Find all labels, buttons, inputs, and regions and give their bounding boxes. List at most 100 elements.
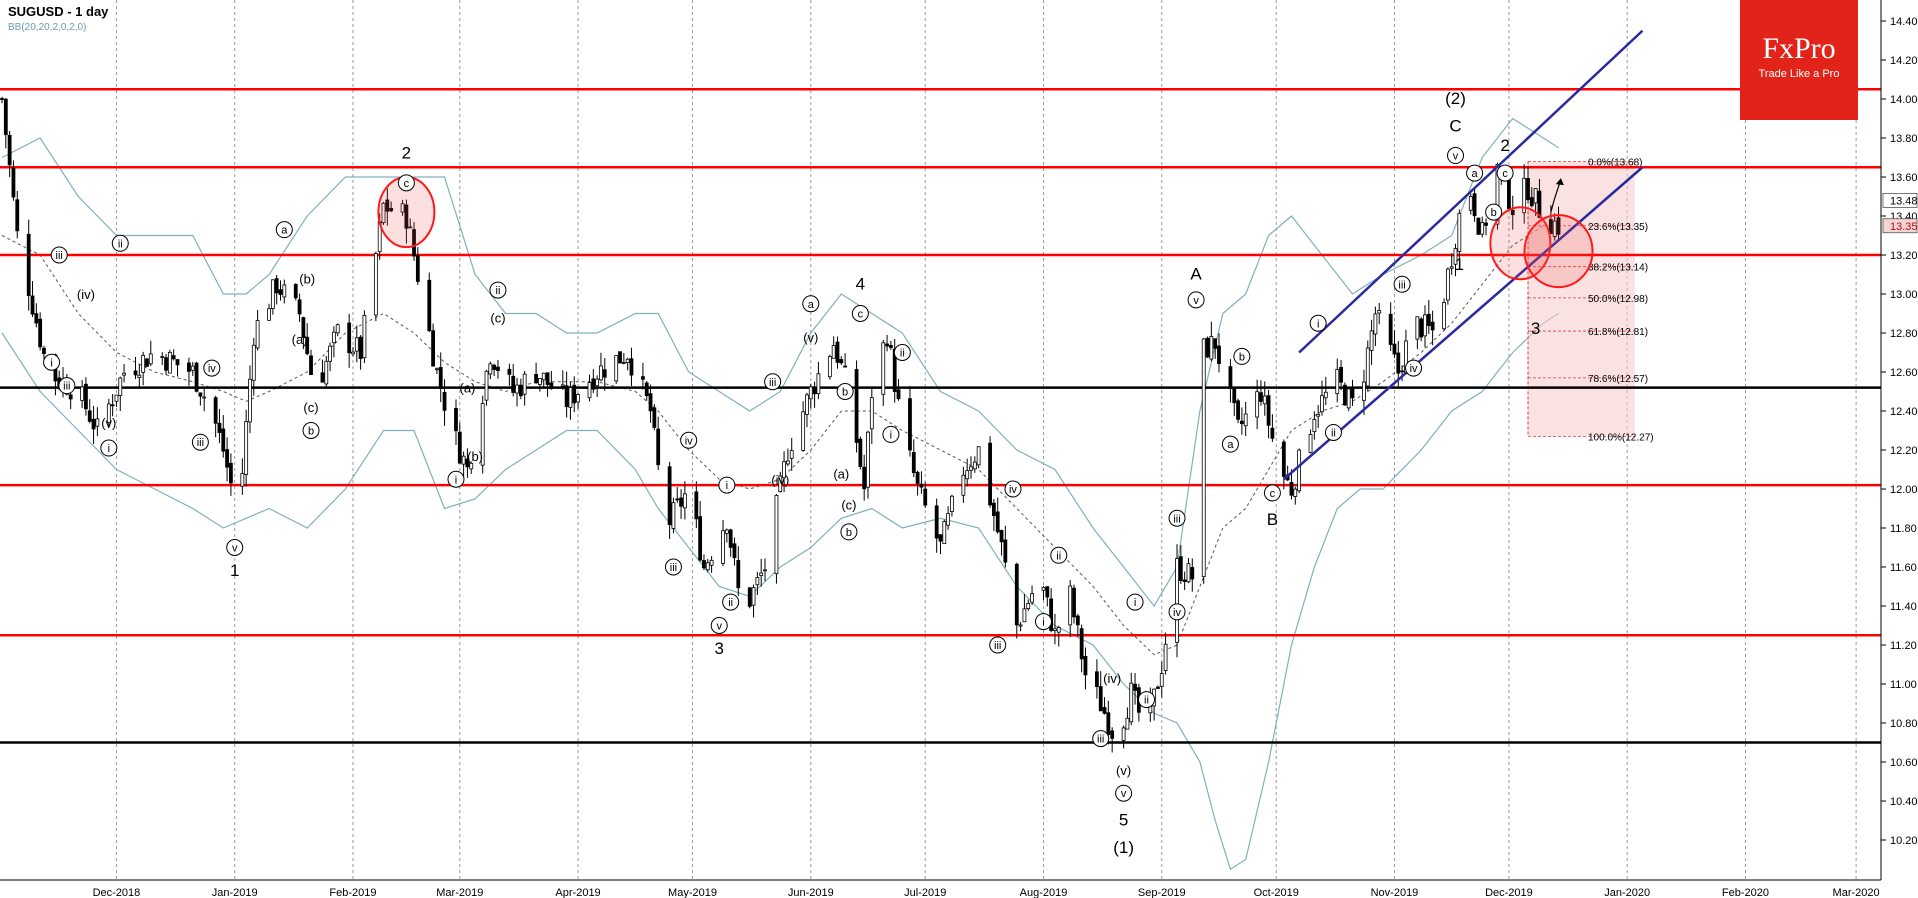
candle-body [469,462,474,470]
price-channel [1283,29,1644,481]
candle-body [240,473,245,487]
candle-body [1049,598,1054,631]
candle-body [133,370,138,376]
candle-body [648,393,653,412]
wave-label-circle [203,359,221,377]
fibonacci-level-label: 0.0%(13.68) [1588,157,1642,168]
candle-body [431,330,435,367]
candle-body [1457,213,1462,252]
candle-body [1121,727,1126,741]
candle-body [1095,671,1099,688]
wave-label-circle [489,281,507,299]
candle-body [950,495,954,512]
fibonacci-level-label: 50.0%(12.98) [1588,294,1648,305]
candle-body [675,498,680,501]
candle-body [545,372,550,385]
projection-arrow-head [1555,178,1564,186]
fibonacci-zone [1528,161,1635,437]
candle-body [866,431,870,488]
candle-body [652,407,657,428]
candle-body [576,394,580,403]
month-tick-label: May-2019 [668,887,717,898]
candle-body [763,569,767,572]
wave-label: ii [118,238,123,250]
wave-label: (v) [1116,763,1131,778]
candle-body [1335,369,1340,395]
wave-label: ii [1331,427,1336,439]
candle-body [667,466,672,525]
candle-body [1243,413,1248,427]
wave-label-circle [43,353,61,371]
candle-body [732,543,737,559]
candle-body [141,355,146,373]
candle-body [709,559,714,566]
candle-body [1110,730,1115,739]
wave-label: (iv) [771,472,789,487]
candle-body [919,483,924,488]
candle-body [221,428,226,452]
wave-label: iv [1410,363,1418,375]
candle-body [332,331,336,344]
wave-label-circle [1092,730,1110,748]
candle-body [1201,338,1206,578]
wave-label-circle [1034,613,1052,631]
wave-label: (1) [1113,838,1134,857]
candle-body [538,378,542,385]
candle-body [110,404,115,407]
candle-body [1350,387,1355,399]
candle-body [324,360,329,385]
candle-body [11,167,16,198]
candle-body [976,446,981,466]
candle-body [782,461,786,479]
candle-body [698,516,703,561]
logo-tagline: Trade Like a Pro [1758,68,1840,80]
wave-label: (iv) [1103,671,1121,686]
candle-body [1396,352,1401,374]
candle-body [1022,608,1027,623]
candle-body [1533,188,1538,204]
candle-body [835,341,840,363]
wave-label: iii [994,640,1001,652]
wave-label: (iv) [77,287,95,302]
price-tag-box [1882,192,1918,208]
wave-label-circle [397,174,415,192]
wave-label: iii [197,437,204,449]
wave-label: b [842,387,848,399]
candle-body [1190,567,1195,580]
price-tick-label: 12.00 [1890,484,1918,496]
wave-label: b [1239,351,1245,363]
candle-body [1175,558,1179,643]
wave-label-circle [50,246,68,264]
candle-body [301,317,306,339]
highlight-ellipses [377,176,1594,289]
candle-body [7,134,12,166]
candle-body [1510,209,1515,216]
candle-body [1522,177,1527,214]
month-tick-label: Apr-2019 [555,887,600,898]
wave-label: 2 [402,144,411,163]
wave-label: v [716,621,722,633]
wave-label: a [1472,168,1479,180]
candle-body [923,488,928,506]
candle-body [1266,395,1271,426]
wave-label: a [808,299,815,311]
indicator-label: BB(20,20,2,0,2,0) [8,22,87,33]
candle-body [641,376,645,380]
candle-body [621,361,626,364]
candle-body [831,345,836,359]
wave-label-circle [111,234,129,252]
wave-label-circle [1138,691,1155,709]
wave-label: B [1267,510,1278,529]
candle-body [656,428,661,466]
candle-body [1453,248,1458,265]
wave-label: i [890,429,892,441]
candle-body [1133,683,1137,691]
fibonacci-level-label: 100.0%(12.27) [1588,432,1654,443]
price-tick-label: 14.40 [1890,16,1918,28]
wave-label-circle [226,539,244,556]
wave-label: b [308,426,314,438]
candle-body [1365,347,1370,387]
wave-label-circle [1496,164,1514,182]
wave-label: (c) [841,498,856,513]
candle-body [602,369,607,378]
